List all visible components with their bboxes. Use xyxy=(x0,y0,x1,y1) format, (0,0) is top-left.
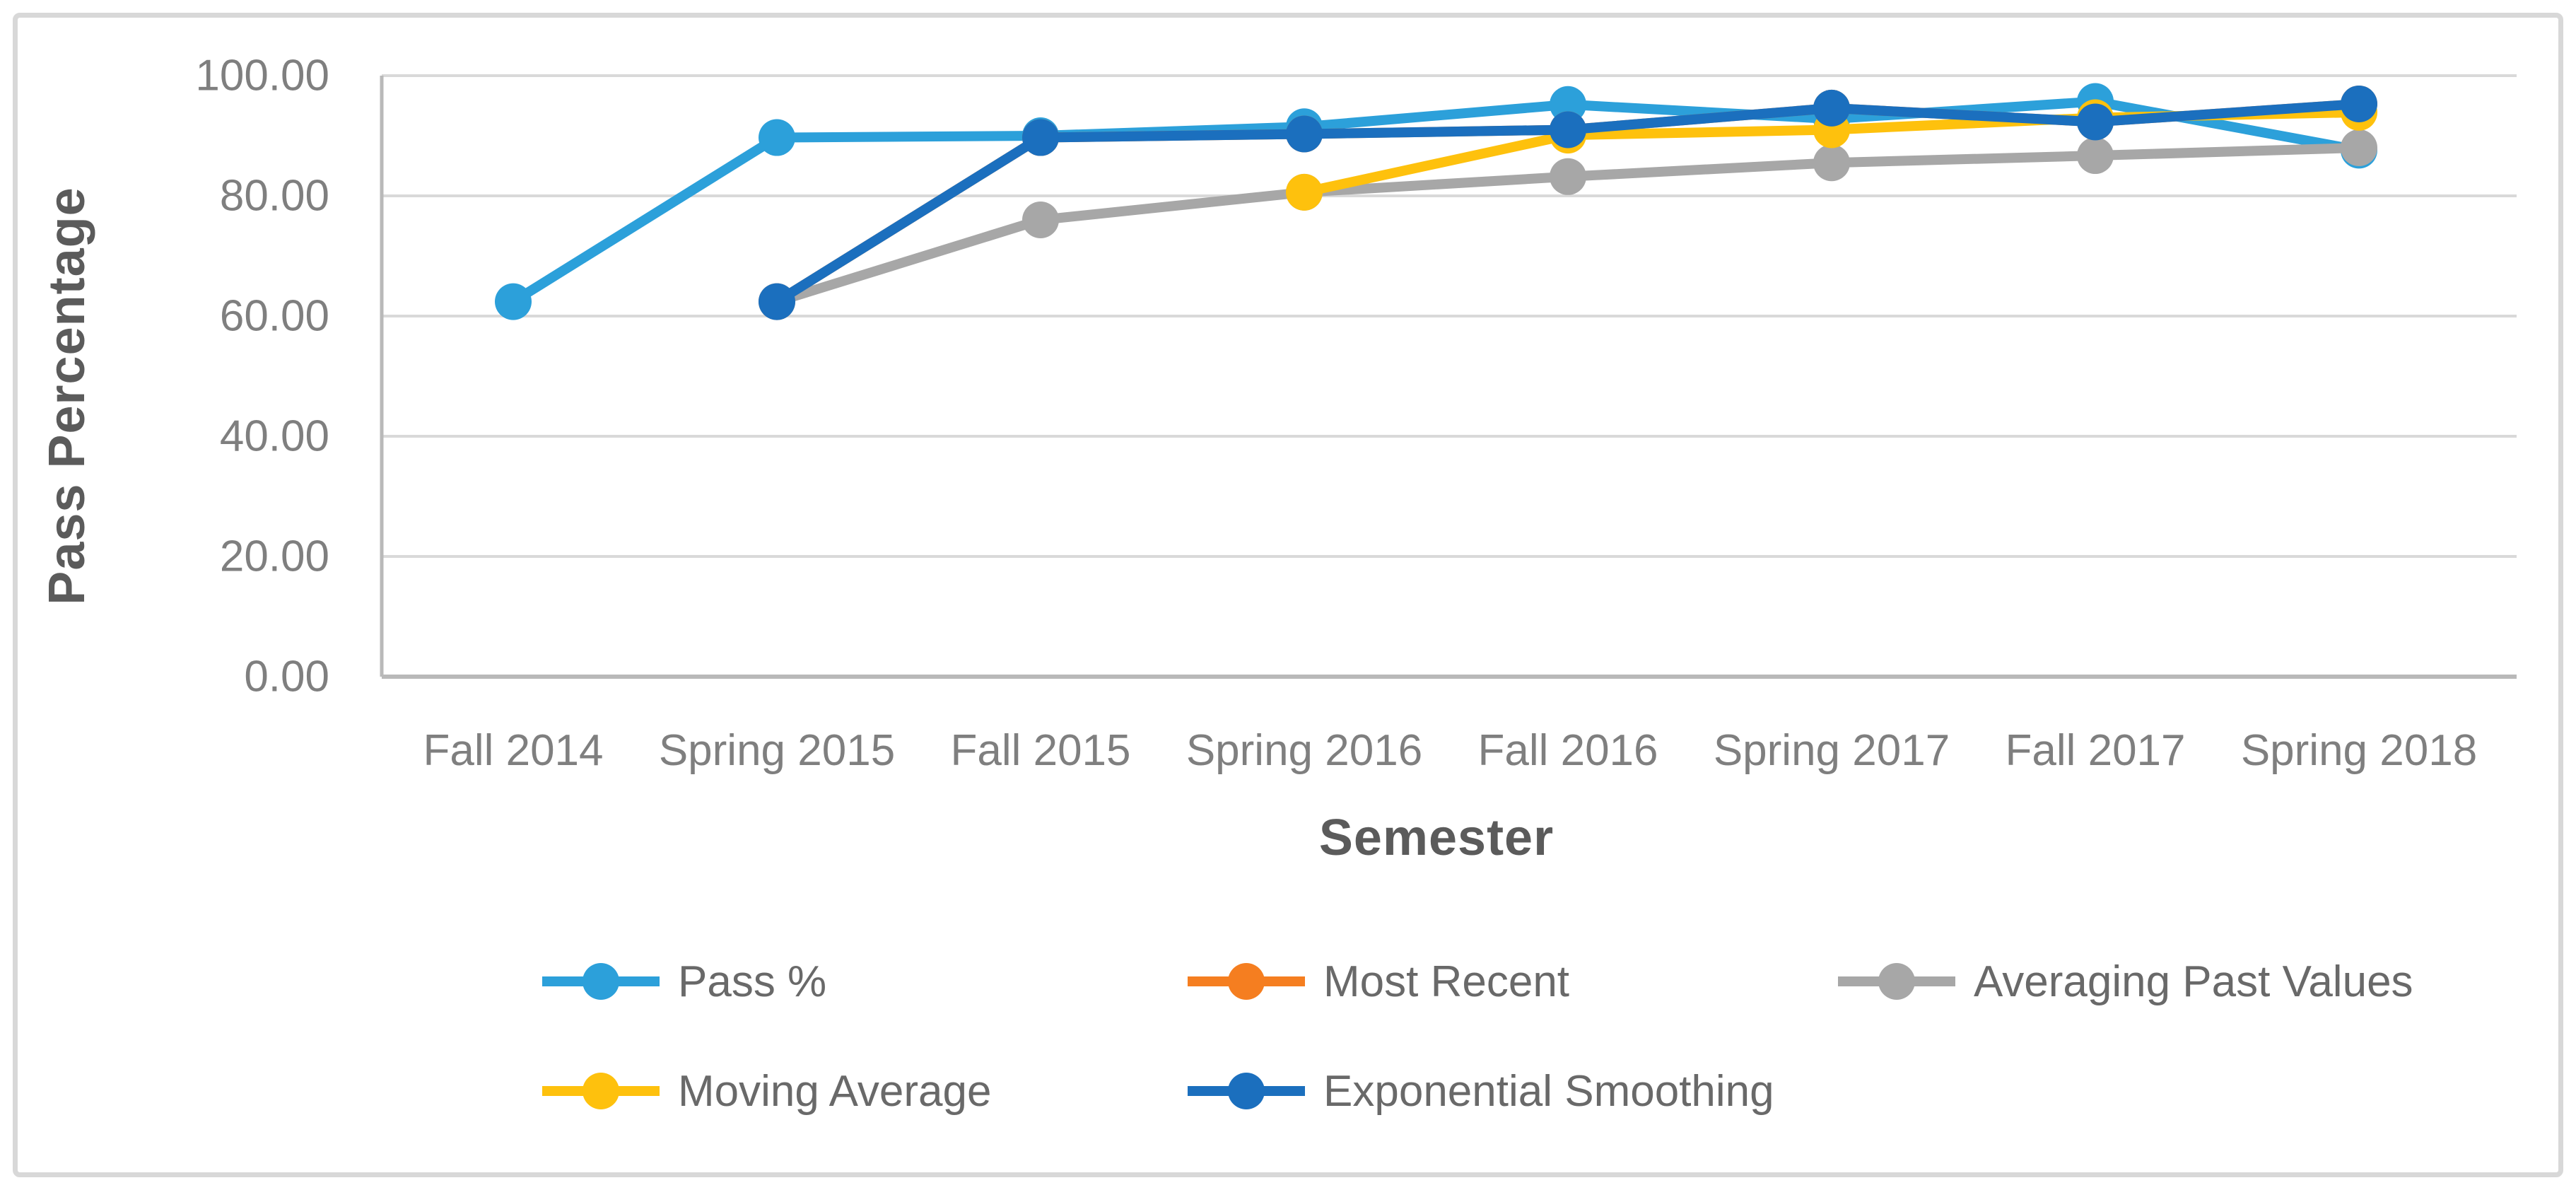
data-point-exponential-smoothing xyxy=(1550,111,1586,148)
data-point-pass xyxy=(495,283,532,320)
data-point-moving-average xyxy=(1286,173,1323,211)
data-point-exponential-smoothing xyxy=(1813,89,1850,127)
x-axis-title: Semester xyxy=(1318,810,1555,866)
legend-label: Averaging Past Values xyxy=(1974,957,2413,1006)
legend-item-exponential-smoothing: Exponential Smoothing xyxy=(1186,1063,1774,1119)
legend-label: Pass % xyxy=(678,957,827,1006)
legend-marker-most-recent-icon xyxy=(1188,963,1305,1000)
data-point-averaging-past-values xyxy=(1813,144,1850,182)
y-tick-label: 40.00 xyxy=(220,412,329,461)
series-markers-exponential-smoothing xyxy=(759,85,2377,320)
legend-circle xyxy=(1878,963,1915,1000)
data-point-exponential-smoothing xyxy=(759,283,795,320)
data-point-exponential-smoothing xyxy=(2077,103,2114,141)
data-point-exponential-smoothing xyxy=(1022,119,1059,156)
data-point-pass xyxy=(1550,86,1586,123)
data-point-averaging-past-values xyxy=(1022,202,1059,238)
legend-label: Exponential Smoothing xyxy=(1323,1066,1774,1116)
y-tick-label: 0.00 xyxy=(244,653,329,701)
legend-item-averaging-past-values: Averaging Past Values xyxy=(1837,953,2413,1010)
legend-circle xyxy=(582,963,619,1000)
y-tick-label: 60.00 xyxy=(220,292,329,341)
x-tick-label-spring-2018: Spring 2018 xyxy=(2241,726,2477,775)
series-line-pass xyxy=(508,96,2364,307)
legend-marker-moving-average-icon xyxy=(542,1073,660,1109)
y-axis-title: Pass Percentage xyxy=(39,187,95,605)
data-point-exponential-smoothing xyxy=(2341,85,2377,122)
data-point-averaging-past-values xyxy=(2077,137,2114,175)
x-tick-label-fall-2017: Fall 2017 xyxy=(2005,726,2185,775)
legend-circle xyxy=(1228,963,1265,1000)
y-tick-label: 20.00 xyxy=(220,532,329,581)
data-point-exponential-smoothing xyxy=(1286,115,1323,153)
legend-label: Most Recent xyxy=(1323,957,1570,1006)
x-tick-label-spring-2015: Spring 2015 xyxy=(659,726,895,775)
legend-label: Moving Average xyxy=(678,1066,992,1116)
legend-marker-pass-icon xyxy=(542,963,660,1000)
data-point-pass xyxy=(759,119,795,156)
y-tick-label: 100.00 xyxy=(195,52,329,100)
legend-circle xyxy=(1228,1073,1265,1109)
legend-marker-averaging-past-values-icon xyxy=(1838,963,1955,1000)
y-tick-label: 80.00 xyxy=(220,172,329,221)
data-point-averaging-past-values xyxy=(1550,158,1586,195)
x-tick-label-fall-2015: Fall 2015 xyxy=(950,726,1130,775)
x-tick-label-fall-2016: Fall 2016 xyxy=(1477,726,1658,775)
x-tick-label-spring-2017: Spring 2017 xyxy=(1714,726,1950,775)
x-tick-label-spring-2016: Spring 2016 xyxy=(1186,726,1422,775)
x-tick-label-fall-2014: Fall 2014 xyxy=(423,726,603,775)
legend-item-pass: Pass % xyxy=(541,953,826,1010)
data-point-averaging-past-values xyxy=(2341,129,2377,166)
legend-circle xyxy=(582,1073,619,1109)
legend-marker-exponential-smoothing-icon xyxy=(1188,1073,1305,1109)
legend-item-most-recent: Most Recent xyxy=(1186,953,1569,1010)
legend-item-moving-average: Moving Average xyxy=(541,1063,991,1119)
